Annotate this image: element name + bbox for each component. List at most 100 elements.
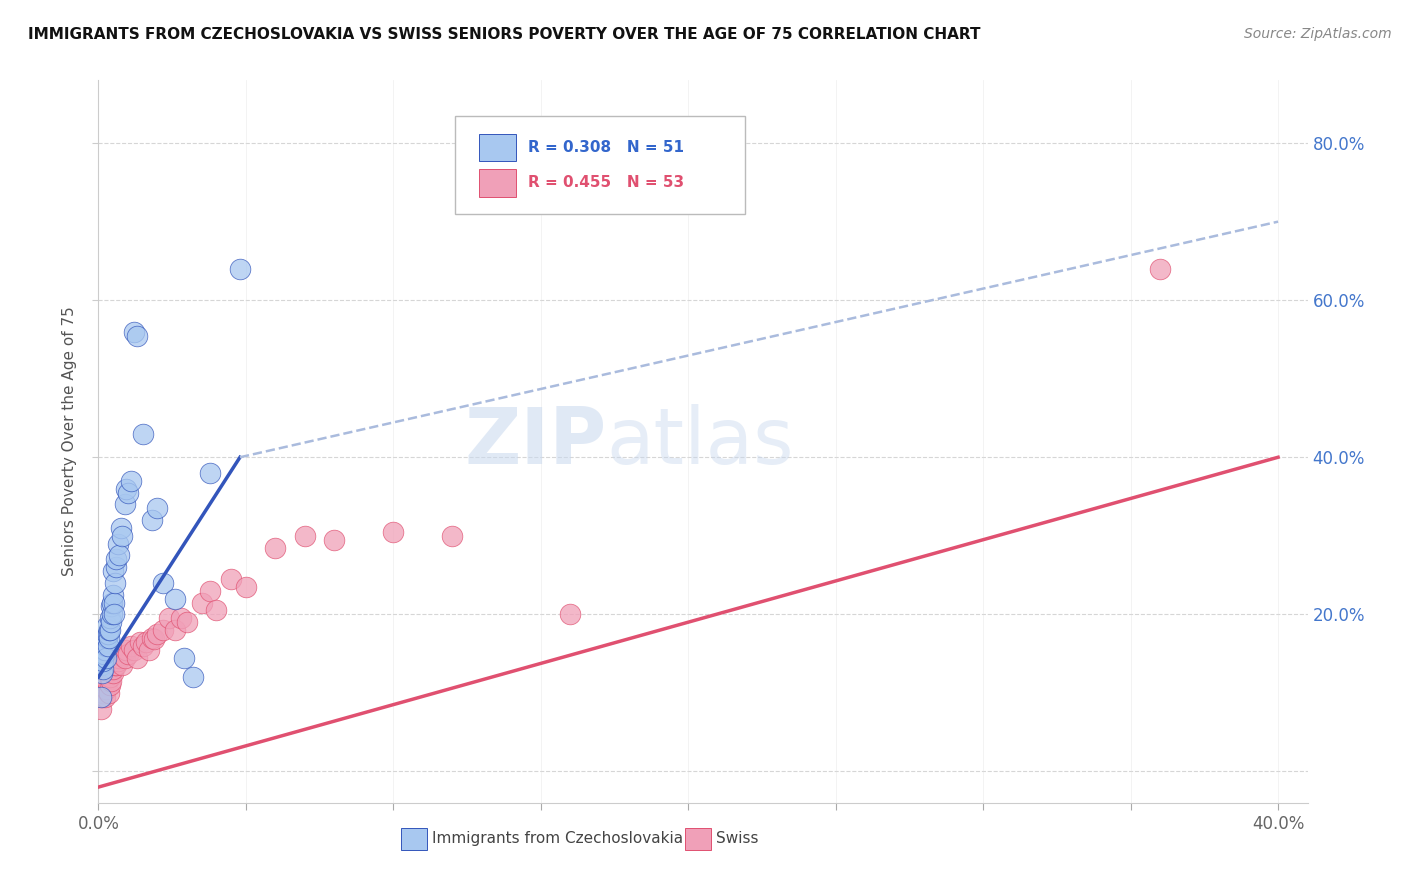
Point — [560, 607, 582, 622]
Point — [101, 564, 124, 578]
Point — [108, 549, 131, 563]
Point — [110, 648, 132, 662]
Point — [100, 662, 122, 676]
Point — [264, 541, 287, 555]
Point — [91, 662, 114, 676]
Point — [107, 536, 129, 550]
Point — [97, 666, 120, 681]
Point — [146, 627, 169, 641]
Point — [97, 627, 120, 641]
Point — [104, 575, 127, 590]
Point — [323, 533, 346, 547]
Point — [94, 639, 117, 653]
Point — [1149, 261, 1171, 276]
Text: IMMIGRANTS FROM CZECHOSLOVAKIA VS SWISS SENIORS POVERTY OVER THE AGE OF 75 CORRE: IMMIGRANTS FROM CZECHOSLOVAKIA VS SWISS … — [28, 27, 980, 42]
Point — [98, 678, 121, 692]
Point — [96, 631, 118, 645]
Point — [176, 615, 198, 630]
Point — [105, 658, 128, 673]
Point — [98, 611, 121, 625]
Point — [91, 686, 114, 700]
Point — [94, 650, 117, 665]
Point — [143, 632, 166, 647]
Text: R = 0.308   N = 51: R = 0.308 N = 51 — [527, 140, 683, 155]
Point — [173, 650, 195, 665]
Point — [165, 591, 187, 606]
Point — [122, 642, 145, 657]
Point — [229, 261, 252, 276]
Point — [200, 583, 222, 598]
Point — [117, 485, 139, 500]
Point — [100, 607, 122, 622]
Point — [235, 580, 257, 594]
Point — [97, 686, 120, 700]
Point — [200, 466, 222, 480]
Point — [131, 426, 153, 441]
Point — [104, 560, 127, 574]
Point — [90, 690, 112, 704]
Point — [100, 674, 122, 689]
Point — [96, 674, 118, 689]
Point — [93, 642, 115, 657]
Point — [219, 572, 242, 586]
Point — [101, 588, 124, 602]
Point — [91, 690, 114, 704]
Point — [94, 690, 117, 704]
Point — [205, 603, 228, 617]
Point — [97, 639, 120, 653]
FancyBboxPatch shape — [401, 828, 427, 850]
Point — [94, 635, 117, 649]
Point — [294, 529, 316, 543]
Point — [125, 328, 148, 343]
Point — [96, 627, 118, 641]
Point — [96, 619, 118, 633]
FancyBboxPatch shape — [479, 169, 516, 196]
Point — [97, 631, 120, 645]
Point — [120, 639, 142, 653]
Point — [114, 650, 136, 665]
Point — [96, 674, 118, 689]
Point — [91, 650, 114, 665]
Point — [91, 655, 114, 669]
Point — [114, 497, 136, 511]
Point — [111, 658, 134, 673]
Point — [98, 670, 121, 684]
Point — [100, 615, 122, 630]
Point — [100, 599, 122, 614]
Point — [101, 595, 124, 609]
Point — [131, 639, 153, 653]
Point — [94, 681, 117, 696]
Point — [128, 635, 150, 649]
Text: Source: ZipAtlas.com: Source: ZipAtlas.com — [1244, 27, 1392, 41]
Point — [101, 662, 124, 676]
Point — [93, 678, 115, 692]
Text: ZIP: ZIP — [464, 403, 606, 480]
Point — [115, 642, 138, 657]
Point — [122, 325, 145, 339]
Point — [104, 658, 127, 673]
Point — [94, 642, 117, 657]
Point — [181, 670, 204, 684]
Point — [93, 647, 115, 661]
Point — [103, 607, 125, 622]
Point — [138, 642, 160, 657]
Point — [152, 575, 174, 590]
Point — [146, 501, 169, 516]
Point — [93, 681, 115, 696]
Point — [98, 623, 121, 637]
Point — [90, 658, 112, 673]
Point — [190, 595, 212, 609]
Text: atlas: atlas — [606, 403, 794, 480]
Point — [441, 529, 464, 543]
Text: Immigrants from Czechoslovakia: Immigrants from Czechoslovakia — [432, 831, 683, 847]
Point — [91, 666, 114, 681]
Point — [170, 611, 193, 625]
Point — [165, 623, 187, 637]
Point — [117, 647, 139, 661]
Point — [120, 474, 142, 488]
Point — [103, 595, 125, 609]
FancyBboxPatch shape — [479, 134, 516, 161]
Point — [141, 631, 163, 645]
Text: R = 0.455   N = 53: R = 0.455 N = 53 — [527, 176, 683, 190]
Point — [382, 524, 405, 539]
